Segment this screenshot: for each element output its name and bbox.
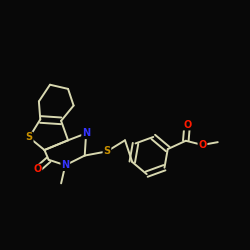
Text: O: O [198, 140, 206, 150]
Text: N: N [61, 160, 69, 170]
Text: S: S [104, 146, 110, 156]
Text: O: O [34, 164, 42, 174]
Text: N: N [82, 128, 90, 138]
Text: O: O [183, 120, 191, 130]
Text: S: S [26, 132, 33, 142]
